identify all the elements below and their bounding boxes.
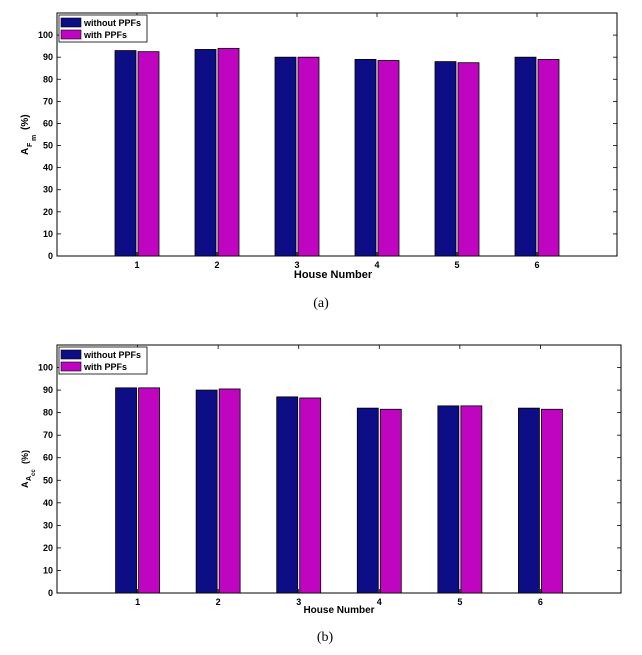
y-tick-label: 90 — [43, 52, 53, 62]
legend-label-with: with PPFs — [83, 362, 127, 372]
x-tick-label: 4 — [374, 260, 379, 270]
chart-panel-a: 0 10 20 30 40 50 60 70 80 90 100 1 2 3 4 5 6 without PP… — [20, 12, 618, 311]
x-tick-label: 2 — [216, 597, 221, 607]
x-tick-label: 1 — [134, 260, 139, 270]
x-tick-label: 6 — [534, 260, 539, 270]
bar-with-ppfs — [379, 408, 402, 594]
x-tick-label: 5 — [454, 260, 459, 270]
bar-without-ppfs — [518, 407, 540, 594]
bar-with-ppfs — [297, 56, 320, 257]
y-axis-title-unit: (%) — [20, 114, 31, 130]
y-tick-label: 70 — [43, 96, 53, 106]
bar-with-ppfs — [377, 60, 400, 257]
bar-with-ppfs — [217, 47, 240, 257]
y-axis-title-main: A — [20, 148, 31, 155]
y-tick-label: 90 — [43, 385, 53, 395]
bars-b — [115, 387, 563, 594]
bar-with-ppfs — [541, 408, 563, 594]
y-tick-label: 30 — [43, 520, 53, 530]
y-tick-label: 50 — [43, 141, 53, 151]
y-axis-title-main: A — [20, 481, 30, 488]
bar-without-ppfs — [114, 50, 137, 257]
y-tick-label: 60 — [43, 453, 53, 463]
y-tick-label: 100 — [38, 363, 53, 373]
legend-label-without: without PPFs — [83, 18, 141, 28]
bar-without-ppfs — [514, 56, 537, 257]
x-axis-title-a: House Number — [294, 269, 373, 281]
y-tick-label: 40 — [43, 498, 53, 508]
y-tick-label: 100 — [38, 30, 53, 40]
y-axis-title-sub1: A — [26, 476, 33, 481]
y-tick-label: 0 — [48, 251, 53, 261]
bar-without-ppfs — [437, 405, 460, 594]
y-tick-label: 10 — [43, 229, 53, 239]
chart-panel-b: 0 10 20 30 40 50 60 70 80 90 100 1 2 3 4 5 6 without PP… — [20, 344, 622, 645]
x-axis-title-b: House Number — [303, 605, 374, 616]
x-tick-label: 3 — [294, 260, 299, 270]
bars-a — [114, 47, 560, 257]
x-tick-label: 2 — [214, 260, 219, 270]
x-tick-label: 6 — [538, 597, 543, 607]
y-tick-label: 70 — [43, 430, 53, 440]
bar-with-ppfs — [537, 58, 560, 257]
x-tick-label: 1 — [135, 597, 140, 607]
y-axis-title-b: A A cc (%) — [20, 450, 37, 488]
y-tick-label: 80 — [43, 74, 53, 84]
y-axis-title-sub1: F — [27, 142, 34, 147]
caption-b: (b) — [317, 630, 334, 645]
bar-with-ppfs — [218, 388, 241, 594]
bar-without-ppfs — [356, 407, 379, 594]
bar-without-ppfs — [354, 58, 377, 257]
legend-swatch-without — [60, 17, 82, 28]
y-tick-label: 60 — [43, 118, 53, 128]
legend-swatch-without — [60, 349, 82, 360]
y-axis-title-a: A F m (%) — [20, 114, 38, 155]
bar-without-ppfs — [434, 61, 457, 257]
bar-without-ppfs — [115, 387, 137, 594]
x-axis-b: 1 2 3 4 5 6 — [135, 345, 543, 607]
y-tick-label: 80 — [43, 408, 53, 418]
bar-without-ppfs — [274, 56, 297, 257]
y-axis-a: 0 10 20 30 40 50 60 70 80 90 100 — [38, 30, 617, 261]
y-tick-label: 10 — [43, 565, 53, 575]
legend-swatch-with — [60, 361, 82, 372]
y-tick-label: 0 — [48, 588, 53, 598]
legend-label-with: with PPFs — [83, 30, 127, 40]
bar-with-ppfs — [137, 51, 160, 257]
y-tick-label: 50 — [43, 475, 53, 485]
x-tick-label: 4 — [377, 597, 382, 607]
y-tick-label: 30 — [43, 185, 53, 195]
y-tick-label: 20 — [43, 207, 53, 217]
y-tick-label: 20 — [43, 543, 53, 553]
y-axis-b: 0 10 20 30 40 50 60 70 80 90 100 — [38, 363, 621, 598]
legend-b: without PPFs with PPFs — [58, 346, 148, 375]
bar-without-ppfs — [195, 389, 218, 594]
caption-a: (a) — [313, 296, 329, 311]
x-axis-a: 1 2 3 4 5 6 — [134, 13, 540, 270]
bar-without-ppfs — [194, 49, 217, 257]
legend-swatch-with — [60, 29, 82, 40]
legend-a: without PPFs with PPFs — [58, 14, 148, 43]
bar-with-ppfs — [460, 405, 483, 594]
x-tick-label: 3 — [296, 597, 301, 607]
bar-with-ppfs — [299, 397, 322, 594]
legend-label-without: without PPFs — [83, 350, 141, 360]
x-tick-label: 5 — [457, 597, 462, 607]
y-axis-title-sub2: m — [31, 135, 38, 141]
y-axis-title-sub2: cc — [31, 469, 37, 476]
y-tick-label: 40 — [43, 163, 53, 173]
bar-with-ppfs — [457, 62, 480, 257]
bar-with-ppfs — [138, 387, 160, 594]
y-axis-title-unit: (%) — [20, 450, 30, 464]
bar-without-ppfs — [276, 396, 299, 594]
